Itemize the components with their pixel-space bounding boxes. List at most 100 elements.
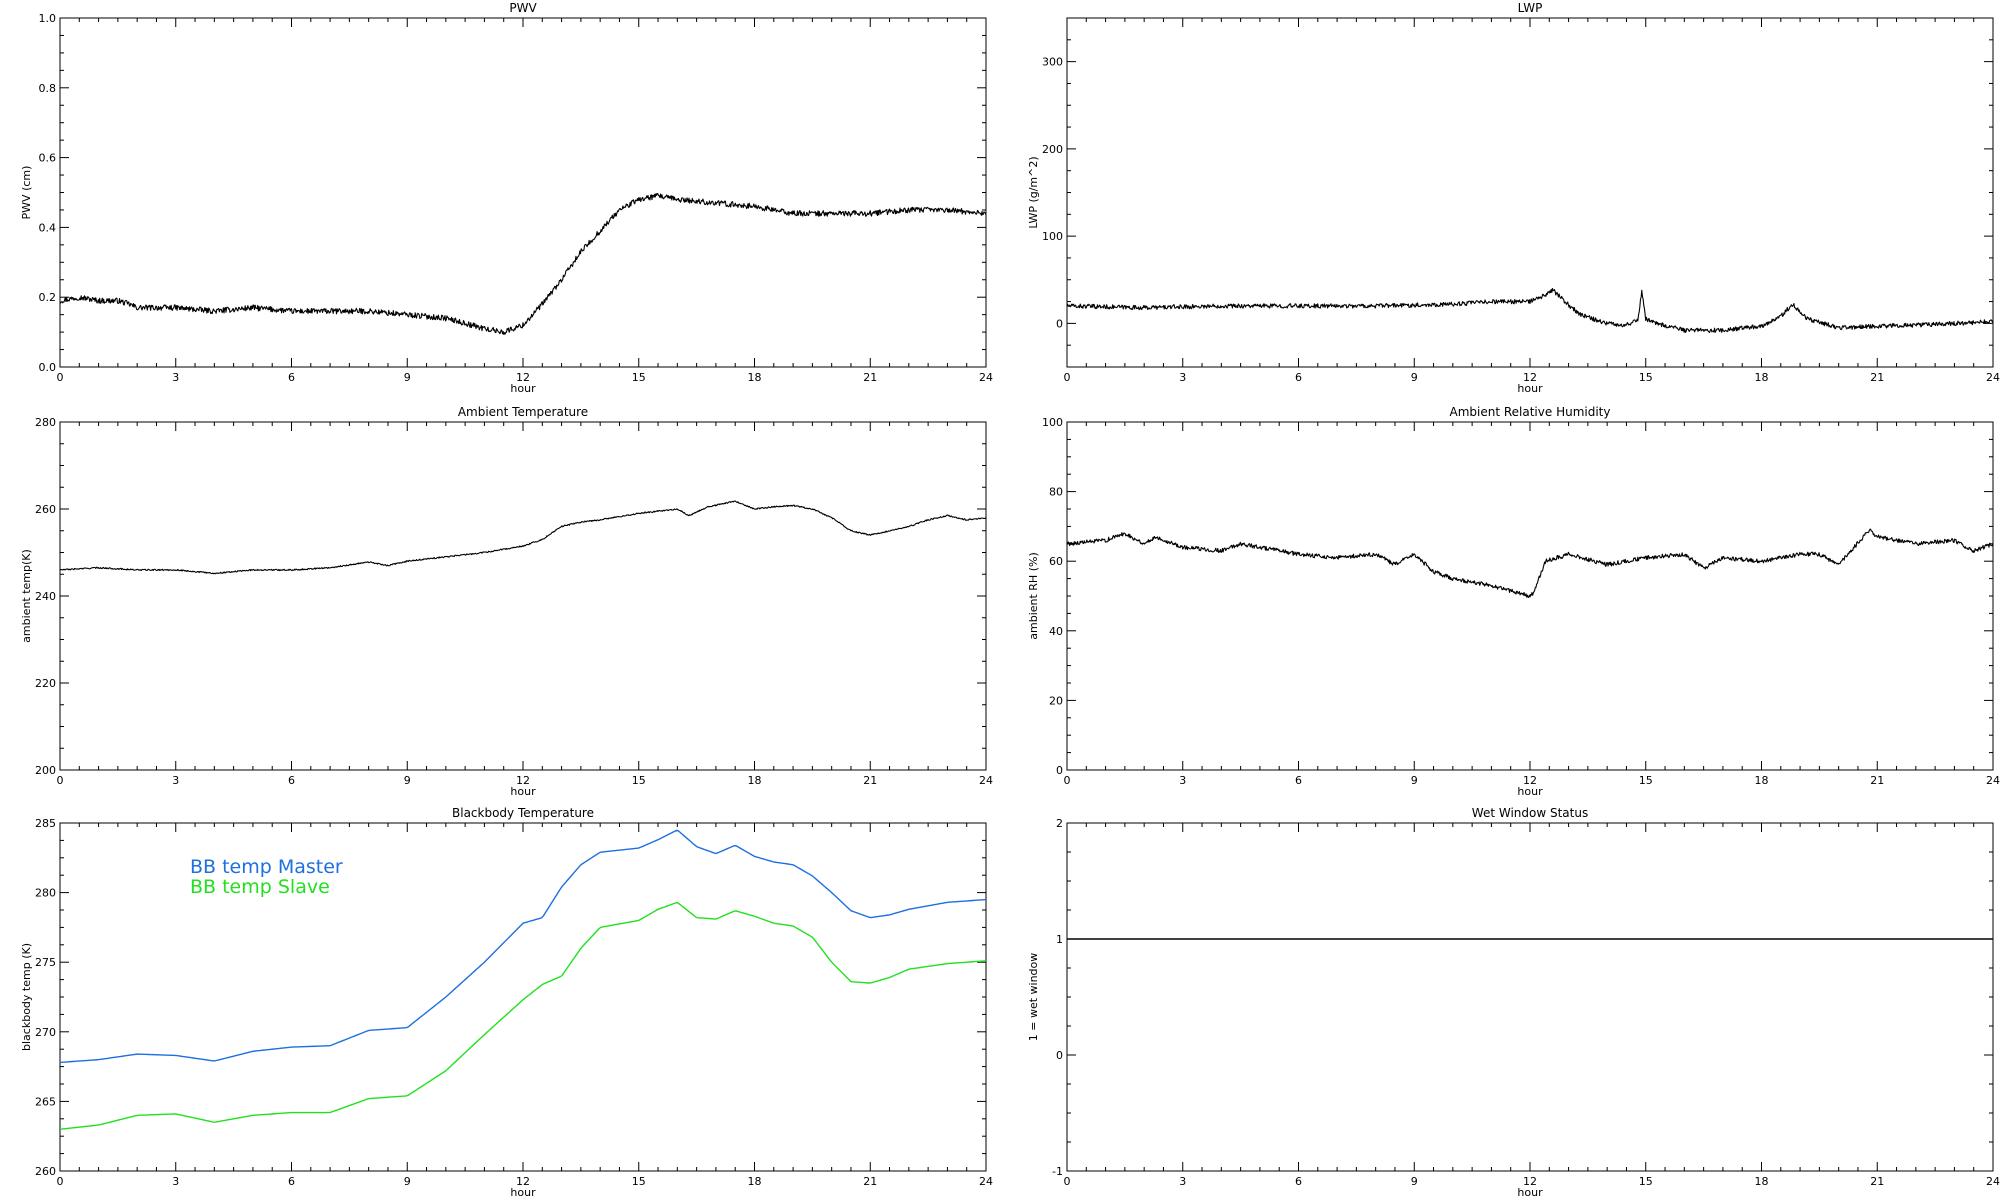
x-tick-label: 12 [516,774,530,787]
y-tick-label: 1 [1056,933,1063,946]
y-axis-label: LWP (g/m^2) [1027,156,1040,228]
x-tick-label: 0 [57,774,64,787]
x-tick-label: 3 [1179,774,1186,787]
series-line-1 [60,901,986,1130]
series-line-0 [1067,287,1993,333]
y-tick-label: 0.6 [39,152,57,165]
y-tick-label: 270 [35,1026,56,1039]
x-tick-label: 24 [979,774,993,787]
series-line-0 [60,829,986,1064]
x-axis-label: hour [510,785,536,798]
y-tick-label: 2 [1056,817,1063,830]
y-tick-label: 0 [1056,764,1063,777]
x-tick-label: 3 [172,371,179,384]
x-tick-label: 9 [404,371,411,384]
x-axis-label: hour [510,1186,536,1199]
x-tick-label: 9 [1411,371,1418,384]
x-tick-label: 18 [1755,371,1769,384]
y-tick-label: 280 [35,887,56,900]
x-tick-label: 6 [1295,1175,1302,1188]
y-tick-label: 285 [35,817,56,830]
x-axis-label: hour [1517,1186,1543,1199]
x-tick-label: 6 [1295,371,1302,384]
x-tick-label: 18 [748,774,762,787]
y-tick-label: 220 [35,677,56,690]
chart-title: PWV [509,1,537,15]
chart-title: Blackbody Temperature [452,806,594,820]
x-tick-label: 15 [1639,1175,1653,1188]
y-tick-label: 0 [1056,1049,1063,1062]
series-line-0 [1067,528,1993,598]
x-tick-label: 24 [1986,1175,2000,1188]
x-tick-label: 21 [863,1175,877,1188]
x-axis-label: hour [1517,785,1543,798]
x-tick-label: 9 [404,774,411,787]
x-tick-label: 12 [516,371,530,384]
y-tick-label: 240 [35,590,56,603]
y-axis-label: blackbody temp (K) [20,943,33,1051]
x-tick-label: 12 [1523,371,1537,384]
x-tick-label: 6 [1295,774,1302,787]
y-tick-label: 200 [35,764,56,777]
x-tick-label: 21 [1870,1175,1884,1188]
y-tick-label: 200 [1042,143,1063,156]
y-tick-label: 260 [35,1165,56,1178]
x-tick-label: 0 [57,371,64,384]
x-tick-label: 0 [57,1175,64,1188]
y-tick-label: 0.0 [39,361,57,374]
x-tick-label: 15 [632,774,646,787]
x-tick-label: 15 [1639,774,1653,787]
y-tick-label: 100 [1042,230,1063,243]
x-tick-label: 21 [1870,371,1884,384]
x-tick-label: 3 [172,1175,179,1188]
x-tick-label: 9 [1411,774,1418,787]
y-tick-label: 265 [35,1095,56,1108]
x-tick-label: 3 [1179,371,1186,384]
chart-ambient-relative-humidity: Ambient Relative Humidity 0 3 6 9 12 15 18 21 24 h… [1027,405,2000,798]
chart-lwp: LWP 0 3 6 9 12 15 18 21 24 hour 0 100 200 300 LWP (g/m^… [1027,1,2000,395]
x-tick-label: 12 [1523,1175,1537,1188]
chart-title: LWP [1518,1,1543,15]
x-tick-label: 12 [1523,774,1537,787]
y-axis-label: ambient temp(K) [20,549,33,643]
y-tick-label: 100 [1042,416,1063,429]
x-tick-label: 18 [1755,774,1769,787]
y-axis-label: ambient RH (%) [1027,552,1040,640]
x-tick-label: 15 [632,1175,646,1188]
chart-title: Ambient Temperature [458,405,588,419]
x-tick-label: 24 [1986,371,2000,384]
plot-frame [59,421,987,771]
x-tick-label: 21 [1870,774,1884,787]
x-tick-label: 9 [1411,1175,1418,1188]
chart-title: Wet Window Status [1472,806,1588,820]
x-tick-label: 18 [748,371,762,384]
y-tick-label: 280 [35,416,56,429]
legend-entry: BB temp Master [190,856,343,878]
plot-frame [1066,17,1994,368]
x-tick-label: 15 [1639,371,1653,384]
chart-ambient-temperature: Ambient Temperature 0 3 6 9 12 15 18 21 24 hour 200… [20,405,993,798]
x-tick-label: 6 [288,1175,295,1188]
x-tick-label: 24 [1986,774,2000,787]
x-tick-label: 6 [288,371,295,384]
x-tick-label: 18 [1755,1175,1769,1188]
legend-entry: BB temp Slave [190,876,330,898]
y-tick-label: 60 [1049,555,1063,568]
plot-frame [59,17,987,368]
x-tick-label: 24 [979,1175,993,1188]
y-axis-label: PWV (cm) [20,166,33,220]
y-tick-label: 300 [1042,56,1063,69]
x-tick-label: 12 [516,1175,530,1188]
y-tick-label: 0 [1056,317,1063,330]
y-tick-label: -1 [1052,1165,1063,1178]
x-tick-label: 24 [979,371,993,384]
x-tick-label: 6 [288,774,295,787]
chart-blackbody-temperature: Blackbody Temperature 0 3 6 9 12 15 18 21 24 hour 2… [20,806,993,1199]
series-line-0 [60,192,986,335]
x-tick-label: 9 [404,1175,411,1188]
y-axis-label: 1 = wet window [1027,953,1040,1042]
x-tick-label: 0 [1064,371,1071,384]
y-tick-label: 0.2 [39,291,57,304]
x-tick-label: 21 [863,371,877,384]
series-line-0 [60,500,986,575]
